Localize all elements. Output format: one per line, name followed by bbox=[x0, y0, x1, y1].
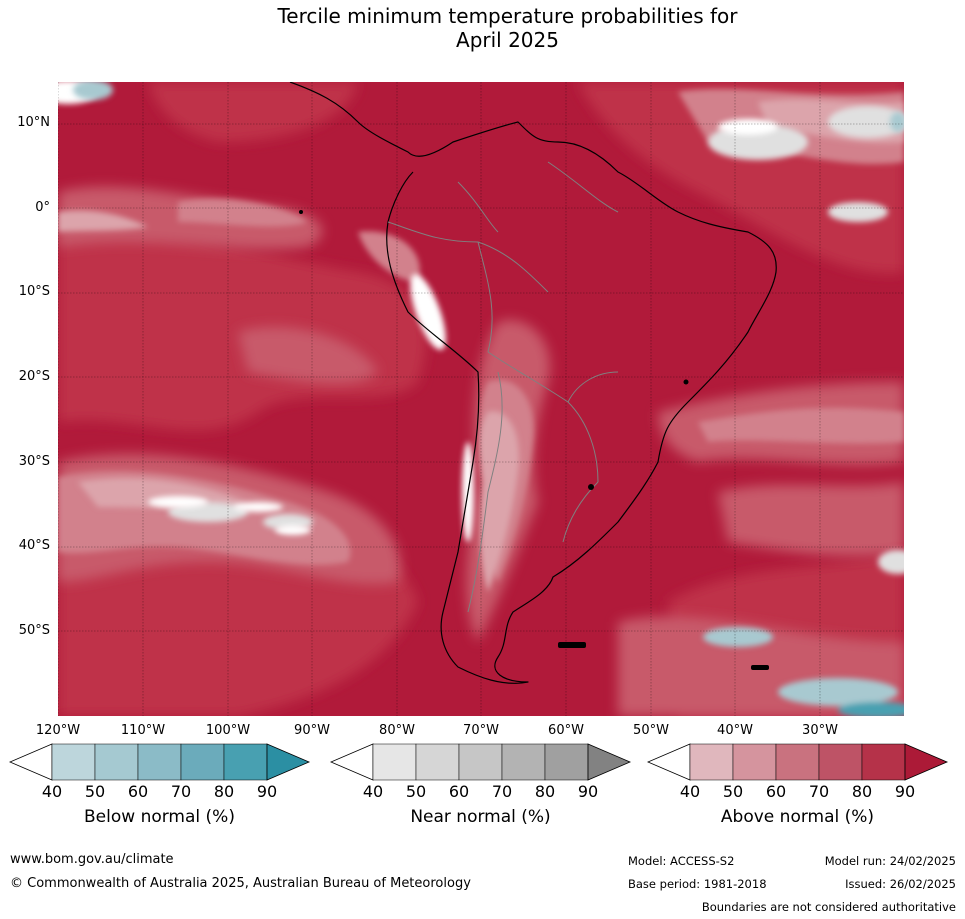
lon-label-50w: 50°W bbox=[633, 723, 669, 738]
islands bbox=[299, 210, 769, 670]
colorbar-extend-low bbox=[646, 743, 691, 781]
tick-label: 60 bbox=[765, 782, 787, 801]
colorbar-below-normal bbox=[8, 743, 311, 781]
tick-label: 70 bbox=[170, 782, 192, 801]
base-period: Base period: 1981-2018 bbox=[628, 877, 767, 891]
colorbar-label-below: Below normal (%) bbox=[84, 807, 235, 827]
lat-label-20s: 20°S bbox=[18, 369, 50, 384]
country-boundaries bbox=[387, 161, 619, 613]
lat-label-30s: 30°S bbox=[18, 454, 50, 469]
lon-label-110w: 110°W bbox=[120, 723, 166, 738]
colorbar-segment bbox=[501, 743, 546, 781]
colorbar-near-normal bbox=[329, 743, 632, 781]
colorbar-segment bbox=[818, 743, 863, 781]
lon-label-100w: 100°W bbox=[205, 723, 251, 738]
colorbar-extend-high bbox=[266, 743, 311, 781]
colorbar-extend-high bbox=[904, 743, 949, 781]
tick-label: 80 bbox=[851, 782, 873, 801]
tick-label: 60 bbox=[448, 782, 470, 801]
colorbar-segment bbox=[689, 743, 734, 781]
tick-label: 50 bbox=[84, 782, 106, 801]
tick-label: 40 bbox=[679, 782, 701, 801]
colorbar-segment bbox=[544, 743, 589, 781]
colorbar-segment bbox=[137, 743, 182, 781]
lon-label-40w: 40°W bbox=[717, 723, 753, 738]
colorbar-segment bbox=[51, 743, 96, 781]
website-link[interactable]: www.bom.gov.au/climate bbox=[10, 852, 174, 867]
lon-label-90w: 90°W bbox=[294, 723, 330, 738]
probability-map bbox=[58, 82, 904, 716]
colorbar-segment bbox=[458, 743, 503, 781]
tick-label: 70 bbox=[808, 782, 830, 801]
colorbar-segment bbox=[732, 743, 777, 781]
title-line-1: Tercile minimum temperature probabilitie… bbox=[277, 4, 738, 28]
field-below-normal bbox=[73, 82, 904, 716]
colorbar-segment bbox=[223, 743, 268, 781]
tick-label: 90 bbox=[256, 782, 278, 801]
lat-label-10s: 10°S bbox=[18, 284, 50, 299]
issued-date: Issued: 26/02/2025 bbox=[845, 877, 956, 891]
tick-label: 50 bbox=[405, 782, 427, 801]
lat-label-10n: 10°N bbox=[17, 115, 50, 130]
tick-label: 40 bbox=[362, 782, 384, 801]
model-run: Model run: 24/02/2025 bbox=[824, 854, 956, 868]
lon-label-70w: 70°W bbox=[463, 723, 499, 738]
lat-label-0: 0° bbox=[35, 200, 50, 215]
colorbar-segment bbox=[861, 743, 906, 781]
tick-label: 60 bbox=[127, 782, 149, 801]
model-name: Model: ACCESS-S2 bbox=[628, 854, 735, 868]
tick-label: 70 bbox=[491, 782, 513, 801]
colorbar-segment bbox=[180, 743, 225, 781]
lon-label-80w: 80°W bbox=[379, 723, 415, 738]
lat-label-40s: 40°S bbox=[18, 538, 50, 553]
colorbar-extend-high bbox=[587, 743, 632, 781]
tick-label: 90 bbox=[894, 782, 916, 801]
field-near-normal bbox=[168, 106, 904, 574]
map-gridlines bbox=[58, 82, 904, 716]
colorbar-segment bbox=[415, 743, 460, 781]
lon-label-60w: 60°W bbox=[548, 723, 584, 738]
colorbar-segment bbox=[775, 743, 820, 781]
lat-label-50s: 50°S bbox=[18, 623, 50, 638]
tick-label: 80 bbox=[213, 782, 235, 801]
tick-label: 50 bbox=[722, 782, 744, 801]
colorbar-above-normal bbox=[646, 743, 949, 781]
colorbar-label-above: Above normal (%) bbox=[720, 807, 875, 827]
coastline-south-america bbox=[289, 82, 777, 684]
tick-label: 40 bbox=[41, 782, 63, 801]
disclaimer-text: Boundaries are not considered authoritat… bbox=[701, 900, 956, 914]
title-line-2: April 2025 bbox=[456, 28, 559, 52]
lon-label-120w: 120°W bbox=[35, 723, 81, 738]
field-white bbox=[58, 82, 778, 542]
lon-label-30w: 30°W bbox=[802, 723, 838, 738]
tick-label: 90 bbox=[577, 782, 599, 801]
copyright-text: © Commonwealth of Australia 2025, Austra… bbox=[10, 876, 471, 891]
tick-label: 80 bbox=[534, 782, 556, 801]
colorbar-extend-low bbox=[329, 743, 374, 781]
colorbar-extend-low bbox=[8, 743, 53, 781]
colorbar-segment bbox=[372, 743, 417, 781]
colorbar-label-near: Near normal (%) bbox=[410, 807, 551, 827]
chart-title: Tercile minimum temperature probabilitie… bbox=[0, 4, 965, 52]
colorbar-segment bbox=[94, 743, 139, 781]
